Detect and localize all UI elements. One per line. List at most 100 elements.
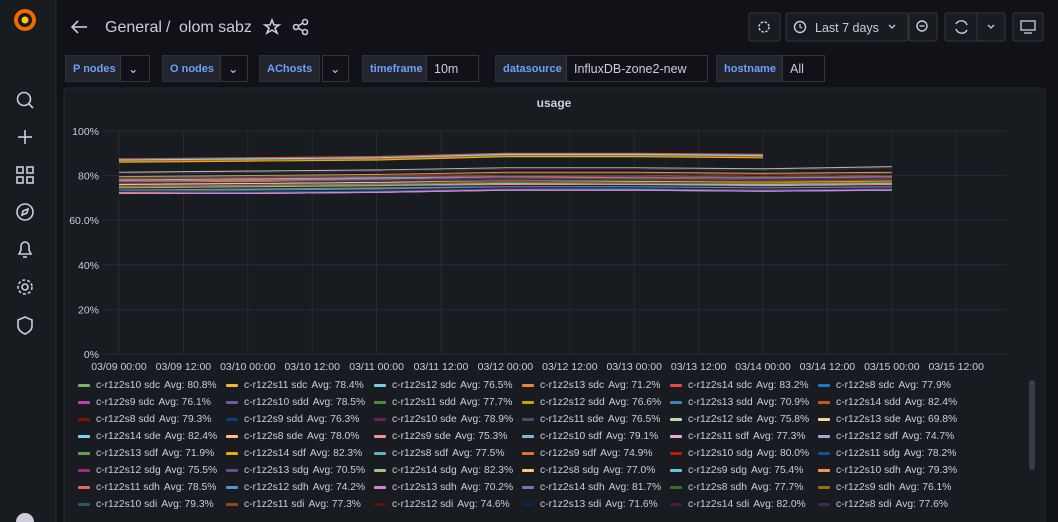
legend-item[interactable]: c-r1z2s13 sdf Avg: 71.9% — [78, 445, 226, 462]
legend-item[interactable]: c-r1z2s10 sdi Avg: 79.3% — [78, 496, 226, 513]
x-tick-label: 03/11 12:00 — [414, 361, 469, 373]
dashboard-title[interactable]: olom sabz — [179, 19, 252, 36]
legend-item[interactable]: c-r1z2s8 sdh Avg: 77.7% — [670, 479, 818, 496]
legend-item[interactable]: c-r1z2s8 sdd Avg: 79.3% — [78, 411, 226, 428]
dashboards-icon[interactable] — [16, 166, 34, 184]
panel-title: usage — [537, 96, 572, 110]
legend-swatch — [78, 452, 90, 455]
back-arrow[interactable] — [70, 20, 87, 34]
shield-icon[interactable] — [17, 316, 33, 335]
legend-item[interactable]: c-r1z2s12 sde Avg: 75.8% — [670, 411, 818, 428]
variable-value[interactable]: InfluxDB-zone2-new — [566, 55, 708, 82]
legend-item[interactable]: c-r1z2s10 sdc Avg: 80.8% — [78, 377, 226, 394]
legend-avg: Avg: 74.2% — [312, 482, 366, 493]
x-tick-label: 03/13 12:00 — [671, 361, 727, 373]
legend-item[interactable]: c-r1z2s14 sdh Avg: 81.7% — [522, 479, 670, 496]
zoom-out-button[interactable] — [908, 12, 938, 42]
avatar[interactable] — [16, 513, 34, 522]
explore-icon[interactable] — [16, 203, 34, 221]
legend-item[interactable]: c-r1z2s11 sdf Avg: 77.3% — [670, 428, 818, 445]
legend-item[interactable]: c-r1z2s13 sdg Avg: 70.5% — [226, 462, 374, 479]
legend-item[interactable]: c-r1z2s13 sdi Avg: 71.6% — [522, 496, 670, 513]
settings-button[interactable] — [748, 12, 781, 42]
breadcrumb-folder[interactable]: General — [105, 19, 162, 36]
legend-item[interactable]: c-r1z2s8 sdg Avg: 77.0% — [522, 462, 670, 479]
grafana-logo[interactable] — [14, 9, 36, 31]
legend-item[interactable]: c-r1z2s12 sdg Avg: 75.5% — [78, 462, 226, 479]
legend-item[interactable]: c-r1z2s12 sdf Avg: 74.7% — [818, 428, 966, 445]
refresh-button[interactable] — [944, 12, 1006, 42]
variable-value[interactable]: 10m — [426, 55, 480, 82]
legend-swatch — [670, 503, 682, 506]
legend-swatch — [818, 486, 830, 489]
legend-item[interactable]: c-r1z2s12 sdd Avg: 76.6% — [522, 394, 670, 411]
legend-item[interactable]: c-r1z2s9 sdd Avg: 76.3% — [226, 411, 374, 428]
share-icon[interactable] — [292, 18, 309, 36]
legend-name: c-r1z2s11 sdg — [836, 448, 900, 459]
legend-item[interactable]: c-r1z2s10 sdd Avg: 78.5% — [226, 394, 374, 411]
legend-swatch — [78, 384, 90, 387]
legend-avg: Avg: 74.9% — [600, 448, 653, 459]
legend-item[interactable]: c-r1z2s10 sdf Avg: 79.1% — [522, 428, 670, 445]
legend-item[interactable]: c-r1z2s9 sde Avg: 75.3% — [374, 428, 522, 445]
legend-name: c-r1z2s9 sdd — [244, 414, 303, 425]
legend-avg: Avg: 76.5% — [607, 414, 661, 425]
legend-item[interactable]: c-r1z2s14 sdd Avg: 82.4% — [818, 394, 966, 411]
legend-item[interactable]: c-r1z2s8 sde Avg: 78.0% — [226, 428, 374, 445]
legend-item[interactable]: c-r1z2s8 sdf Avg: 77.5% — [374, 445, 522, 462]
alerting-icon[interactable] — [17, 241, 33, 258]
legend-avg: Avg: 78.4% — [311, 380, 364, 391]
legend-avg: Avg: 77.9% — [898, 380, 951, 391]
legend-item[interactable]: c-r1z2s13 sdh Avg: 70.2% — [374, 479, 522, 496]
tv-mode-button[interactable] — [1012, 12, 1044, 42]
legend-item[interactable]: c-r1z2s12 sdc Avg: 76.5% — [374, 377, 522, 394]
legend-item[interactable]: c-r1z2s9 sdc Avg: 76.1% — [78, 394, 226, 411]
legend-item[interactable]: c-r1z2s11 sdi Avg: 77.3% — [226, 496, 374, 513]
legend-item[interactable]: c-r1z2s11 sdh Avg: 78.5% — [78, 479, 226, 496]
search-icon[interactable] — [16, 91, 34, 109]
legend-name: c-r1z2s11 sdd — [392, 397, 456, 408]
legend-item[interactable]: c-r1z2s9 sdg Avg: 75.4% — [670, 462, 818, 479]
legend-avg: Avg: 70.2% — [460, 482, 514, 493]
legend-item[interactable]: c-r1z2s11 sdg Avg: 78.2% — [818, 445, 966, 462]
legend-swatch — [522, 452, 534, 455]
variable-dropdown[interactable]: ⌄ — [322, 55, 349, 82]
create-icon[interactable] — [18, 130, 32, 144]
legend-item[interactable]: c-r1z2s14 sdc Avg: 83.2% — [670, 377, 818, 394]
legend-item[interactable]: c-r1z2s9 sdh Avg: 76.1% — [818, 479, 966, 496]
star-icon[interactable] — [262, 17, 282, 35]
legend-item[interactable]: c-r1z2s8 sdi Avg: 77.6% — [818, 496, 966, 513]
scrollbar[interactable] — [1029, 380, 1035, 470]
legend-item[interactable]: c-r1z2s14 sdf Avg: 82.3% — [226, 445, 374, 462]
legend-item[interactable]: c-r1z2s14 sdi Avg: 82.0% — [670, 496, 818, 513]
legend-swatch — [670, 384, 682, 387]
legend-swatch — [522, 469, 534, 472]
legend-item[interactable]: c-r1z2s13 sde Avg: 69.8% — [818, 411, 966, 428]
variable-value[interactable]: All — [782, 55, 825, 82]
legend-item[interactable]: c-r1z2s10 sde Avg: 78.9% — [374, 411, 522, 428]
legend-item[interactable]: c-r1z2s13 sdd Avg: 70.9% — [670, 394, 818, 411]
legend-item[interactable]: c-r1z2s11 sdd Avg: 77.7% — [374, 394, 522, 411]
settings-icon[interactable] — [17, 279, 33, 295]
legend-name: c-r1z2s11 sdf — [688, 431, 750, 442]
legend-item[interactable]: c-r1z2s9 sdf Avg: 74.9% — [522, 445, 670, 462]
legend-item[interactable]: c-r1z2s11 sdc Avg: 78.4% — [226, 377, 374, 394]
time-picker[interactable] — [785, 12, 909, 42]
variable-dropdown[interactable]: ⌄ — [220, 55, 248, 82]
variable-dropdown[interactable]: ⌄ — [120, 55, 150, 82]
legend-name: c-r1z2s8 sdd — [96, 414, 155, 425]
monitor-icon — [1020, 20, 1036, 31]
legend-item[interactable]: c-r1z2s11 sde Avg: 76.5% — [522, 411, 670, 428]
legend-item[interactable]: c-r1z2s13 sdc Avg: 71.2% — [522, 377, 670, 394]
legend-item[interactable]: c-r1z2s12 sdh Avg: 74.2% — [226, 479, 374, 496]
legend-item[interactable]: c-r1z2s14 sdg Avg: 82.3% — [374, 462, 522, 479]
legend-avg: Avg: 81.7% — [608, 482, 662, 493]
legend-item[interactable]: c-r1z2s10 sdg Avg: 80.0% — [670, 445, 818, 462]
legend-item[interactable]: c-r1z2s14 sde Avg: 82.4% — [78, 428, 226, 445]
legend-swatch — [226, 469, 238, 472]
legend-item[interactable]: c-r1z2s8 sdc Avg: 77.9% — [818, 377, 966, 394]
legend-swatch — [522, 401, 534, 404]
sidebar — [0, 0, 56, 522]
legend-item[interactable]: c-r1z2s12 sdi Avg: 74.6% — [374, 496, 522, 513]
legend-item[interactable]: c-r1z2s10 sdh Avg: 79.3% — [818, 462, 966, 479]
